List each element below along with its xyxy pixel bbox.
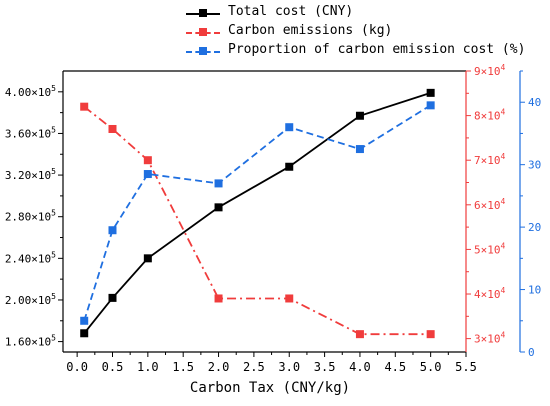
x-tick-label: 3.5 bbox=[314, 360, 336, 374]
data-point-carbon-emissions bbox=[80, 102, 89, 111]
data-point-carbon-cost-proportion bbox=[285, 123, 294, 132]
data-point-carbon-cost-proportion bbox=[108, 226, 117, 235]
data-point-total-cost bbox=[143, 254, 152, 263]
legend-item-carbon-cost-proportion: Proportion of carbon emission cost (%) bbox=[186, 42, 536, 61]
blue-tick-label: 10 bbox=[528, 284, 541, 297]
data-point-carbon-cost-proportion bbox=[80, 316, 89, 325]
left-tick-label: 2.00×105 bbox=[5, 292, 56, 307]
red-tick-label: 7×104 bbox=[474, 152, 506, 167]
red-tick-label: 5×104 bbox=[474, 241, 506, 256]
legend-marker-total-cost bbox=[199, 9, 207, 17]
x-tick-label: 0.5 bbox=[102, 360, 124, 374]
series-line-carbon-cost-proportion bbox=[83, 104, 432, 322]
legend: Total cost (CNY) Carbon emissions (kg) P… bbox=[186, 4, 536, 61]
red-tick-label: 8×104 bbox=[474, 108, 506, 123]
blue-tick-label: 30 bbox=[528, 159, 541, 172]
legend-marker-carbon-emissions bbox=[199, 28, 207, 36]
x-axis-label: Carbon Tax (CNY/kg) bbox=[190, 380, 350, 396]
data-point-carbon-emissions bbox=[355, 330, 364, 339]
series-line-carbon-emissions bbox=[83, 105, 431, 336]
x-tick-label: 1.0 bbox=[137, 360, 159, 374]
series-line-total-cost bbox=[83, 92, 431, 334]
left-tick-label: 2.80×105 bbox=[5, 209, 56, 224]
blue-tick-label: 40 bbox=[528, 96, 541, 109]
legend-marker-carbon-cost-proportion bbox=[199, 47, 207, 55]
data-point-total-cost bbox=[214, 203, 223, 212]
left-tick-label: 2.40×105 bbox=[5, 250, 56, 265]
red-tick-label: 9×104 bbox=[474, 63, 506, 78]
blue-tick-label: 0 bbox=[528, 346, 535, 359]
x-tick-label: 3.0 bbox=[278, 360, 300, 374]
legend-item-carbon-emissions: Carbon emissions (kg) bbox=[186, 23, 536, 42]
data-point-total-cost bbox=[355, 111, 364, 120]
legend-label-total-cost: Total cost (CNY) bbox=[228, 4, 354, 19]
x-tick-label: 0.0 bbox=[66, 360, 88, 374]
left-tick-label: 1.60×105 bbox=[5, 334, 56, 349]
axes-layer: 0.0 0.5 1.0 1.5 2.0 2.5 3.0 3.5 4.0 4.5 5.0 5.5 1.60… bbox=[5, 63, 541, 374]
data-point-carbon-emissions bbox=[214, 294, 223, 303]
data-point-carbon-emissions bbox=[285, 294, 294, 303]
data-point-carbon-emissions bbox=[426, 330, 435, 339]
data-point-carbon-cost-proportion bbox=[355, 145, 364, 154]
legend-item-total-cost: Total cost (CNY) bbox=[186, 4, 536, 23]
data-point-carbon-cost-proportion bbox=[143, 170, 152, 179]
legend-label-carbon-emissions: Carbon emissions (kg) bbox=[228, 23, 393, 38]
left-tick-label: 3.60×105 bbox=[5, 125, 56, 140]
blue-tick-label: 20 bbox=[528, 221, 541, 234]
red-tick-label: 4×104 bbox=[474, 286, 506, 301]
x-tick-label: 4.0 bbox=[349, 360, 371, 374]
x-tick-label: 4.5 bbox=[384, 360, 406, 374]
data-point-total-cost bbox=[80, 329, 89, 338]
data-point-carbon-emissions bbox=[143, 156, 152, 165]
data-point-carbon-cost-proportion bbox=[426, 101, 435, 110]
data-point-carbon-cost-proportion bbox=[214, 179, 223, 188]
red-tick-label: 3×104 bbox=[474, 331, 506, 346]
left-tick-label: 4.00×105 bbox=[5, 84, 56, 99]
data-point-total-cost bbox=[108, 293, 117, 302]
x-tick-label: 2.5 bbox=[243, 360, 265, 374]
x-tick-label: 1.5 bbox=[172, 360, 194, 374]
red-tick-label: 6×104 bbox=[474, 197, 506, 212]
data-point-carbon-emissions bbox=[108, 124, 117, 133]
x-tick-label: 5.0 bbox=[420, 360, 442, 374]
legend-label-carbon-cost-proportion: Proportion of carbon emission cost (%) bbox=[228, 42, 526, 57]
series-layer bbox=[80, 88, 435, 339]
data-point-total-cost bbox=[426, 88, 435, 97]
data-point-total-cost bbox=[285, 162, 294, 171]
left-tick-label: 3.20×105 bbox=[5, 167, 56, 182]
x-tick-label: 2.0 bbox=[208, 360, 230, 374]
x-tick-label: 5.5 bbox=[455, 360, 477, 374]
